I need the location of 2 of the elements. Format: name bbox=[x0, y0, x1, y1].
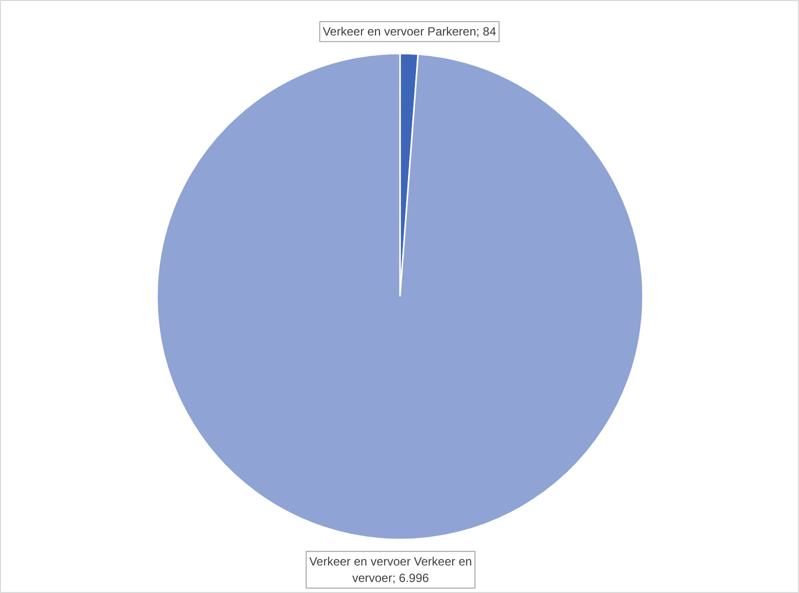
slice-label: Verkeer en vervoer Verkeer en vervoer; 6.996 bbox=[309, 554, 472, 586]
slice-label: Verkeer en vervoer Parkeren; 84 bbox=[322, 24, 496, 39]
